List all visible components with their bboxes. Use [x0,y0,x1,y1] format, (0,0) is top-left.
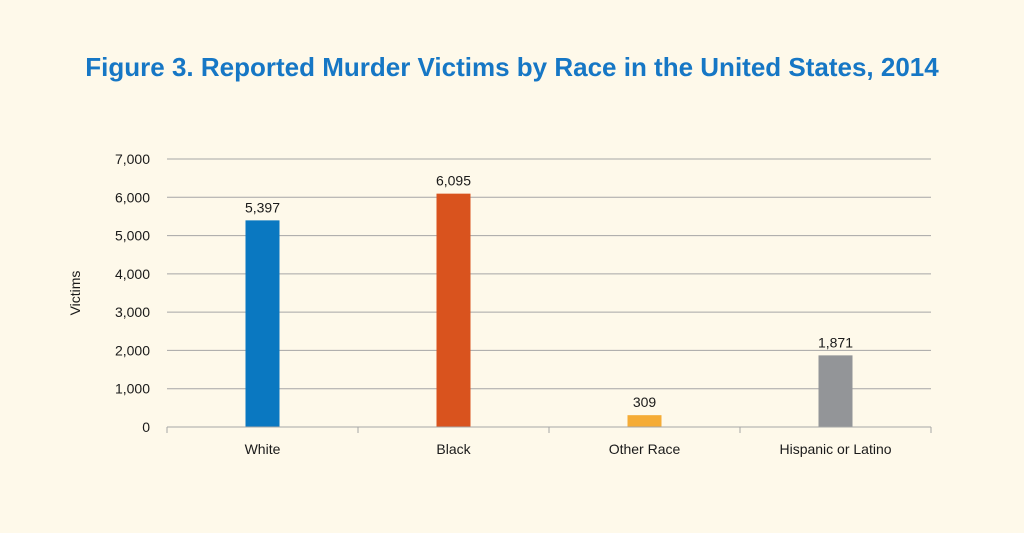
x-tick-label: Black [436,441,471,457]
bar-value-label: 6,095 [436,173,471,189]
y-tick-label: 3,000 [115,304,150,320]
gridlines [167,158,931,428]
bar-value-label: 5,397 [245,199,280,215]
y-tick-label: 7,000 [115,151,150,167]
bars: 5,397 6,095 309 1,871 [245,173,853,427]
bar [436,193,471,427]
x-axis: White Black Other Race Hispanic or Latino [166,426,932,457]
x-tick-label: Other Race [609,441,681,457]
y-axis-ticks: 0 1,000 2,000 3,000 4,000 5,000 6,000 7,000 [115,151,150,435]
bar [245,220,280,427]
bar-value-label: 1,871 [818,334,853,350]
bar [818,355,853,427]
y-tick-label: 0 [142,419,150,435]
x-tick-label: White [245,441,281,457]
y-tick-label: 5,000 [115,228,150,244]
chart-title: Figure 3. Reported Murder Victims by Rac… [85,52,939,82]
bar [627,415,662,427]
y-tick-label: 2,000 [115,342,150,358]
y-axis-label: Victims [67,271,83,316]
bar-value-label: 309 [633,394,657,410]
y-tick-label: 1,000 [115,381,150,397]
y-tick-label: 6,000 [115,189,150,205]
x-tick-label: Hispanic or Latino [779,441,891,457]
y-tick-label: 4,000 [115,266,150,282]
